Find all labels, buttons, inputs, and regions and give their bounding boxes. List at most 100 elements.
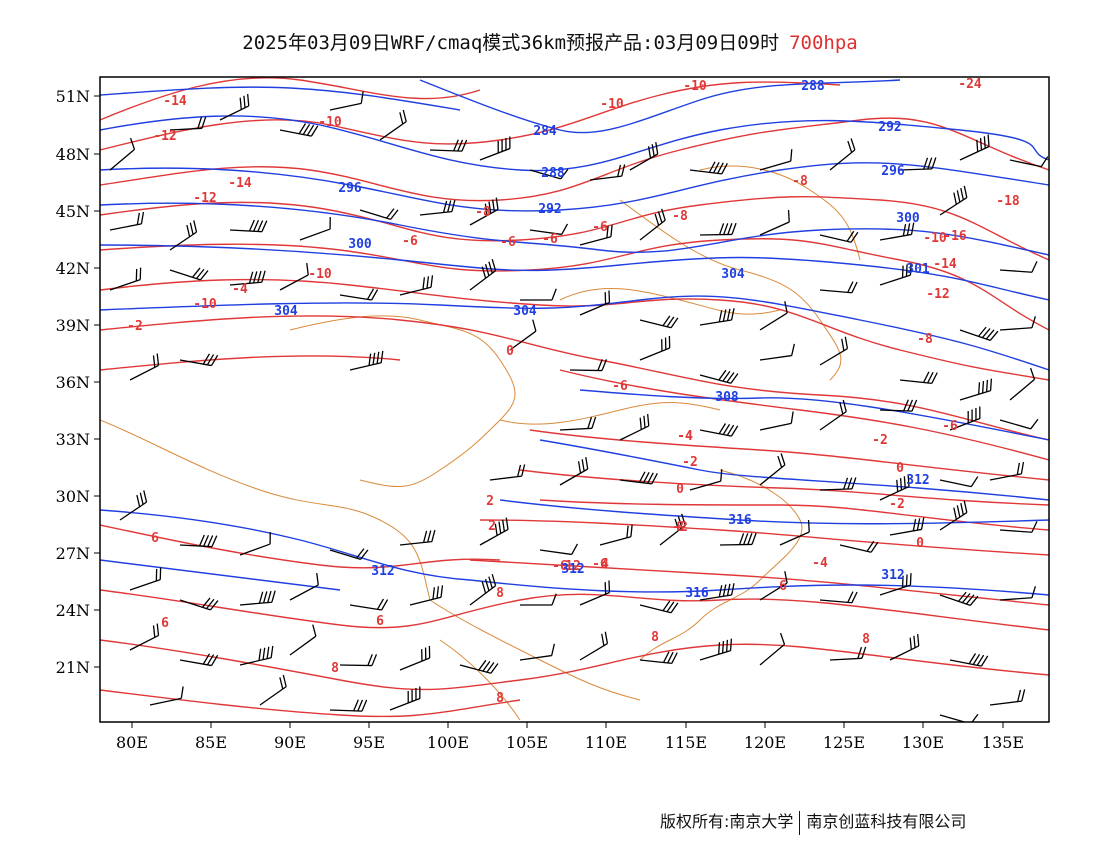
wind-barb	[109, 267, 142, 291]
lat-tick-label: 30N	[56, 487, 90, 506]
wind-barb	[1009, 367, 1036, 401]
wind-barb	[239, 590, 276, 606]
wind-barb	[689, 469, 723, 491]
wind-barbs	[109, 91, 1049, 722]
copyright-left: 版权所有:南京大学	[660, 812, 794, 831]
lat-tick-label: 51N	[56, 87, 90, 106]
wind-barb	[959, 326, 999, 342]
wind-barb	[299, 217, 331, 241]
wind-barb	[639, 600, 679, 614]
geopotential-contours	[100, 79, 1049, 596]
map-frame	[99, 76, 1050, 723]
temperature-label: 6	[151, 531, 159, 546]
wind-barb	[759, 571, 788, 601]
wind-barb	[179, 353, 219, 367]
temperature-label: 0	[676, 482, 684, 497]
wind-barb	[879, 474, 910, 501]
wind-barb	[329, 548, 369, 560]
wind-barb	[129, 567, 162, 591]
wind-barb	[149, 686, 184, 706]
wind-barb	[959, 134, 990, 161]
pressure-level: 700hpa	[789, 32, 858, 54]
temperature-label: -14	[228, 176, 252, 191]
wind-barb	[1009, 156, 1049, 168]
boundary-line	[100, 419, 431, 601]
wind-barb	[899, 157, 937, 171]
temperature-label: -12	[153, 129, 176, 144]
wind-barb	[629, 142, 659, 171]
wind-barb	[339, 654, 378, 667]
wind-barb	[759, 411, 794, 431]
geopotential-isoline	[419, 79, 901, 134]
temperature-label: 0	[506, 344, 514, 359]
geopotential-label: 292	[878, 120, 901, 135]
wind-barb	[569, 359, 608, 372]
temperature-label: -12	[193, 191, 216, 206]
wind-barb	[169, 267, 209, 281]
wind-barb	[639, 651, 678, 664]
wind-barb	[939, 185, 968, 216]
geopotential-label: 300	[348, 237, 372, 252]
wind-barb	[639, 315, 679, 329]
wind-barb	[819, 281, 858, 294]
wind-barb	[699, 638, 733, 661]
geopotential-label: 316	[685, 586, 709, 601]
wind-barb	[689, 161, 728, 175]
temperature-label: 8	[676, 520, 684, 535]
wind-barb	[559, 457, 589, 486]
geopotential-label: 288	[541, 166, 565, 181]
wind-barb	[719, 532, 757, 546]
temperature-label: -8	[475, 205, 491, 220]
temperature-isotherm	[519, 469, 1049, 506]
longitude-axis: 80E 85E 90E 95E 100E 105E 110E 115E 120E 125E 130E…	[116, 722, 1024, 752]
wind-barb	[520, 593, 557, 606]
wind-barb	[279, 123, 319, 137]
temperature-label: -10	[683, 79, 707, 94]
temperature-label: -4	[232, 282, 248, 297]
temperature-isotherm	[100, 589, 1049, 631]
boundary-line	[429, 599, 641, 701]
temperature-isotherm	[100, 639, 1049, 691]
wind-barb	[819, 399, 847, 431]
temperature-label: -4	[812, 556, 828, 571]
wind-barb	[999, 418, 1039, 430]
wind-barb	[469, 259, 497, 291]
temperature-label: -6	[542, 232, 558, 247]
lon-tick-label: 95E	[353, 733, 385, 752]
wind-barb	[419, 199, 456, 216]
lat-tick-label: 39N	[56, 316, 90, 335]
geopotential-label: 304	[274, 304, 298, 319]
temperature-label: 8	[651, 630, 659, 645]
temperature-isotherm	[539, 499, 1049, 531]
wind-barb	[129, 623, 160, 651]
geopotential-label: 296	[338, 181, 362, 196]
temperature-label: -6	[942, 419, 958, 434]
temperature-isotherm	[469, 559, 1049, 606]
wind-barb	[879, 222, 915, 241]
wind-barb	[169, 220, 198, 251]
temperature-label: 6	[376, 614, 384, 629]
wind-barb	[559, 416, 597, 431]
temperature-label: -2	[127, 319, 143, 334]
temperature-isotherm	[479, 519, 1049, 556]
temperature-label: -6	[552, 559, 568, 574]
wind-barb	[989, 689, 1026, 706]
temperature-isotherm	[100, 355, 401, 371]
wind-barb	[829, 138, 856, 171]
lon-tick-label: 115E	[665, 733, 707, 752]
wind-barb	[529, 223, 569, 236]
temperature-label: -14	[163, 94, 187, 109]
wind-barb	[659, 513, 686, 546]
wind-barb	[959, 378, 993, 401]
wind-barb	[759, 209, 790, 236]
geopotential-isoline	[100, 295, 1049, 371]
temperature-labels: -14 -12 -10 -14 -12 -10 -10 -8 -8 -6 -6 -6 -8 -6 -10 -2…	[127, 77, 1020, 706]
lon-tick-label: 120E	[744, 733, 786, 752]
temperature-label: 2	[486, 494, 494, 509]
wind-barb	[589, 164, 626, 181]
temperature-isotherm	[100, 77, 481, 121]
lon-tick-label: 85E	[195, 733, 227, 752]
temperature-label: -24	[958, 77, 982, 92]
temperature-label: -2	[872, 433, 888, 448]
